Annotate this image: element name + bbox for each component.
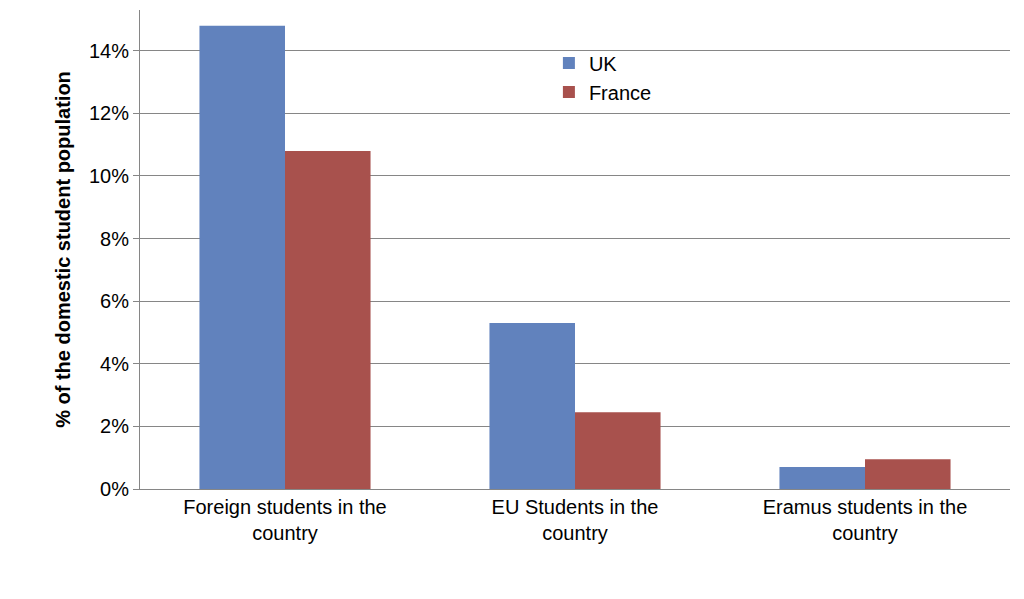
- svg-text:0%: 0%: [100, 478, 129, 500]
- svg-text:Foreign students in thecountry: Foreign students in thecountry: [183, 496, 386, 544]
- svg-text:10%: 10%: [89, 165, 129, 187]
- svg-text:12%: 12%: [89, 102, 129, 124]
- svg-text:France: France: [589, 82, 651, 104]
- svg-text:2%: 2%: [100, 415, 129, 437]
- svg-text:Eramus students in thecountry: Eramus students in thecountry: [763, 496, 968, 544]
- svg-text:UK: UK: [589, 53, 617, 75]
- svg-text:8%: 8%: [100, 228, 129, 250]
- svg-text:4%: 4%: [100, 353, 129, 375]
- svg-text:% of the domestic student popu: % of the domestic student population: [52, 71, 74, 428]
- svg-text:6%: 6%: [100, 290, 129, 312]
- svg-text:EU Students in thecountry: EU Students in thecountry: [492, 496, 659, 544]
- svg-text:14%: 14%: [89, 40, 129, 62]
